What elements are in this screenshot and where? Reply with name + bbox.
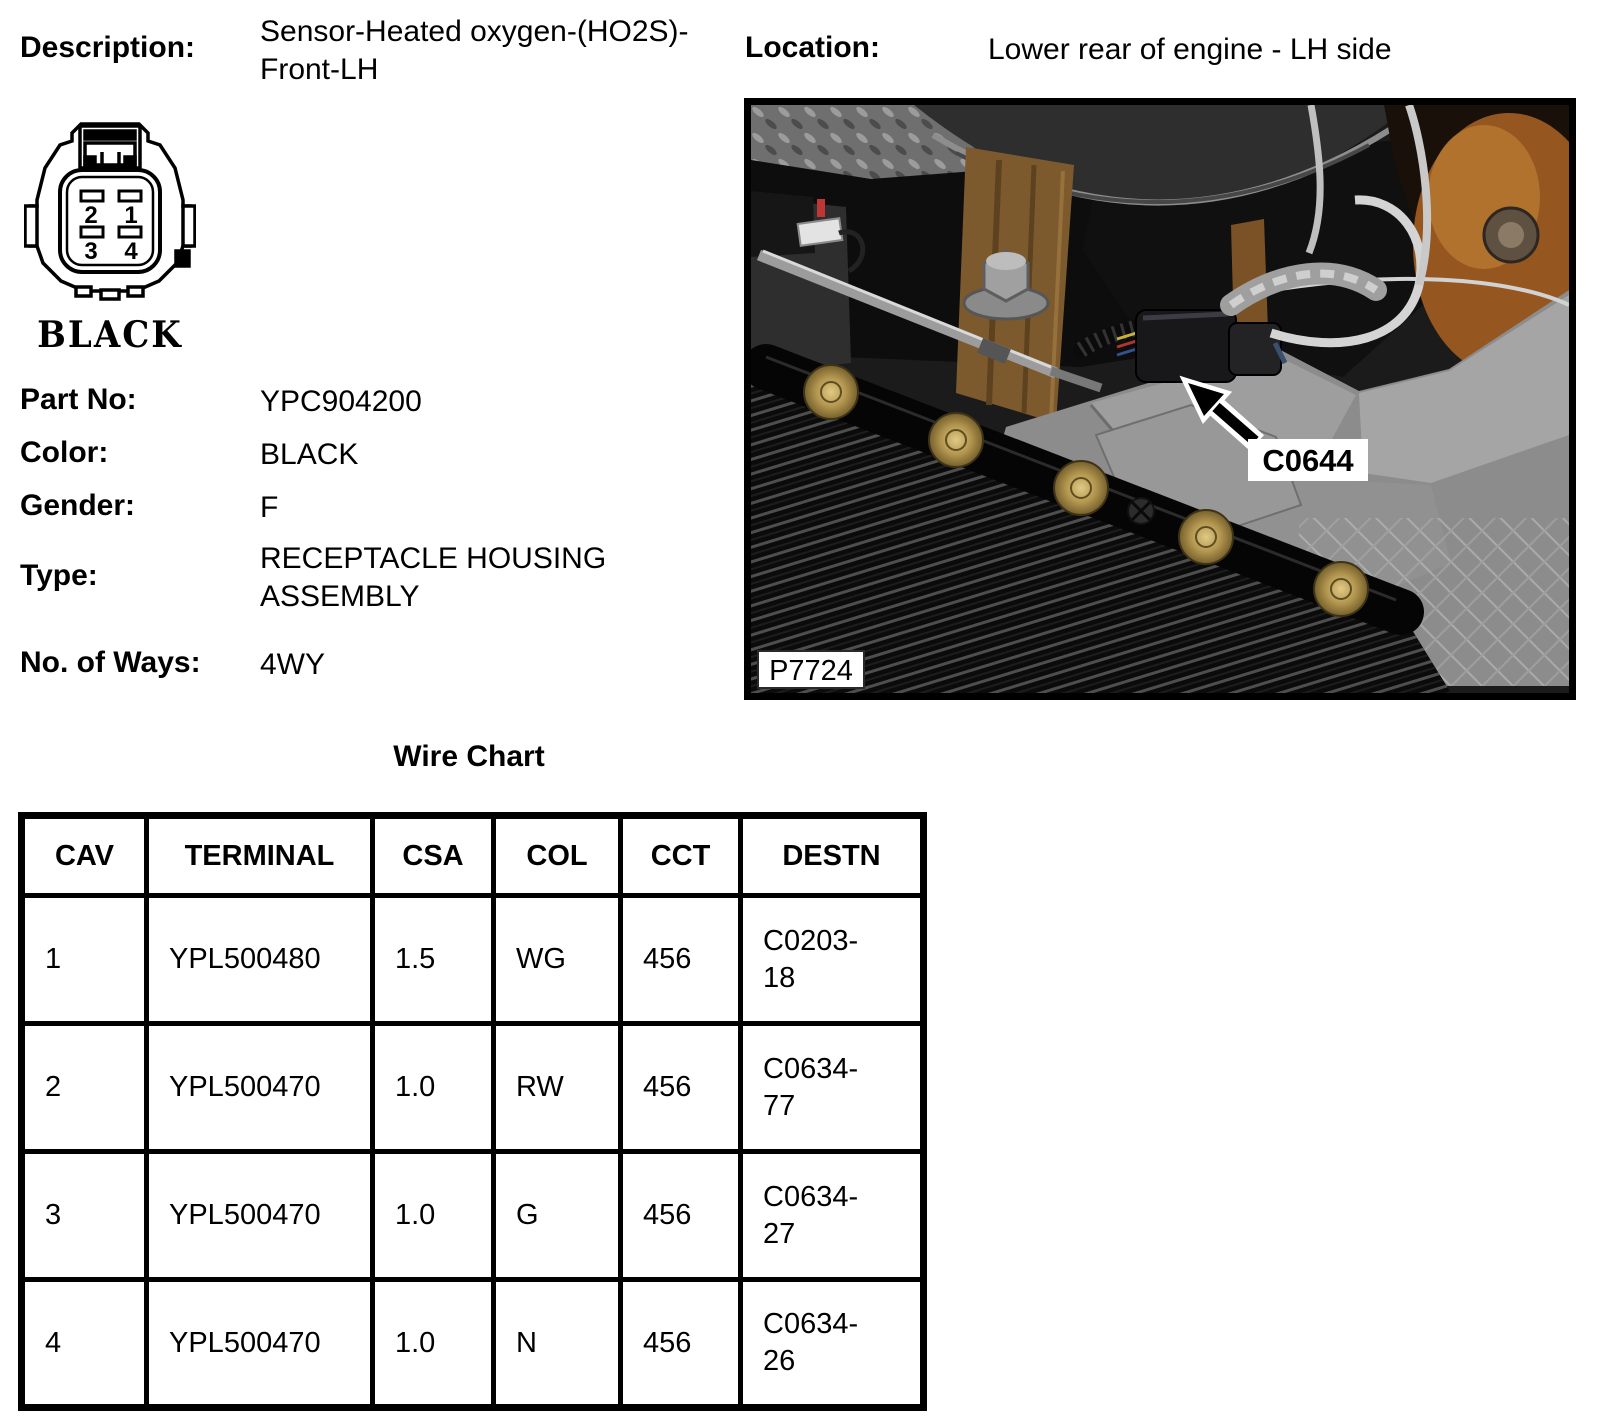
cell-destn: C0634-27 — [738, 1149, 926, 1282]
cell-col: N — [491, 1277, 623, 1410]
cell-cct: 456 — [618, 1277, 743, 1410]
location-value: Lower rear of engine - LH side — [988, 33, 1392, 66]
connector-face-diagram-icon: 2 1 3 4 — [23, 122, 197, 301]
pin-number-4: 4 — [124, 238, 138, 265]
wire-chart-title: Wire Chart — [393, 740, 545, 773]
cell-destn: C0634-77 — [738, 1021, 926, 1154]
type-label: Type: — [20, 559, 98, 592]
gender-label: Gender: — [20, 489, 136, 522]
engine-photo-illustration: C0644 P7724 — [751, 105, 1569, 693]
pin-number-3: 3 — [84, 238, 97, 265]
table-row: 1 YPL500480 1.5 WG 456 C0203-18 — [19, 893, 926, 1026]
cell-cav: 3 — [19, 1149, 149, 1282]
col-header-terminal: TERMINAL — [144, 813, 375, 898]
location-photo: C0644 P7724 — [744, 98, 1576, 700]
table-row: 2 YPL500470 1.0 RW 456 C0634-77 — [19, 1021, 926, 1154]
color-value: BLACK — [260, 438, 359, 471]
cell-cct: 456 — [618, 1021, 743, 1154]
cell-col: G — [491, 1149, 623, 1282]
color-label: Color: — [20, 436, 109, 469]
cell-terminal: YPL500470 — [144, 1277, 375, 1410]
cell-destn: C0634-26 — [738, 1277, 926, 1410]
cell-terminal: YPL500470 — [144, 1021, 375, 1154]
ways-value: 4WY — [260, 648, 326, 681]
cell-csa: 1.5 — [370, 893, 496, 1026]
cell-cct: 456 — [618, 1149, 743, 1282]
wire-chart-header-row: CAV TERMINAL CSA COL CCT DESTN — [19, 813, 926, 898]
col-header-csa: CSA — [370, 813, 496, 898]
cell-cct: 456 — [618, 893, 743, 1026]
description-label: Description: — [20, 31, 196, 64]
type-value: RECEPTACLE HOUSING ASSEMBLY — [260, 542, 607, 613]
pin-number-2: 2 — [84, 202, 97, 229]
photo-id-label: P7724 — [769, 655, 853, 687]
connector-color-caption: BLACK — [37, 313, 183, 357]
description-value: Sensor-Heated oxygen-(HO2S)-Front-LH — [260, 15, 689, 86]
cell-destn: C0203-18 — [738, 893, 926, 1026]
col-header-cct: CCT — [618, 813, 743, 898]
part-no-label: Part No: — [20, 383, 137, 416]
cell-col: WG — [491, 893, 623, 1026]
ways-label: No. of Ways: — [20, 646, 201, 679]
destn-value: C0634-26 — [763, 1308, 859, 1377]
cell-cav: 1 — [19, 893, 149, 1026]
connector-figure: 2 1 3 4 BLACK — [23, 110, 197, 357]
cell-terminal: YPL500470 — [144, 1149, 375, 1282]
destn-value: C0634-27 — [763, 1180, 859, 1250]
col-header-col: COL — [491, 813, 623, 898]
cell-csa: 1.0 — [370, 1021, 496, 1154]
cell-cav: 2 — [19, 1021, 149, 1154]
cell-col: RW — [491, 1021, 623, 1154]
pin-number-1: 1 — [124, 202, 137, 229]
cell-cav: 4 — [19, 1277, 149, 1410]
destn-value: C0203-18 — [763, 924, 859, 994]
gender-value: F — [260, 491, 279, 524]
table-row: 3 YPL500470 1.0 G 456 C0634-27 — [19, 1149, 926, 1282]
wire-chart-table: CAV TERMINAL CSA COL CCT DESTN 1 YPL5004… — [18, 812, 927, 1411]
location-label: Location: — [745, 31, 880, 64]
callout-arrow-icon — [1179, 375, 1264, 451]
destn-value: C0634-77 — [763, 1052, 859, 1122]
table-row: 4 YPL500470 1.0 N 456 C0634-26 — [19, 1277, 926, 1410]
cell-terminal: YPL500480 — [144, 893, 375, 1026]
part-no-value: YPC904200 — [260, 385, 422, 418]
connector-callout-label: C0644 — [1262, 443, 1354, 478]
cell-csa: 1.0 — [370, 1149, 496, 1282]
col-header-cav: CAV — [19, 813, 149, 898]
cell-csa: 1.0 — [370, 1277, 496, 1410]
col-header-destn: DESTN — [738, 813, 926, 898]
